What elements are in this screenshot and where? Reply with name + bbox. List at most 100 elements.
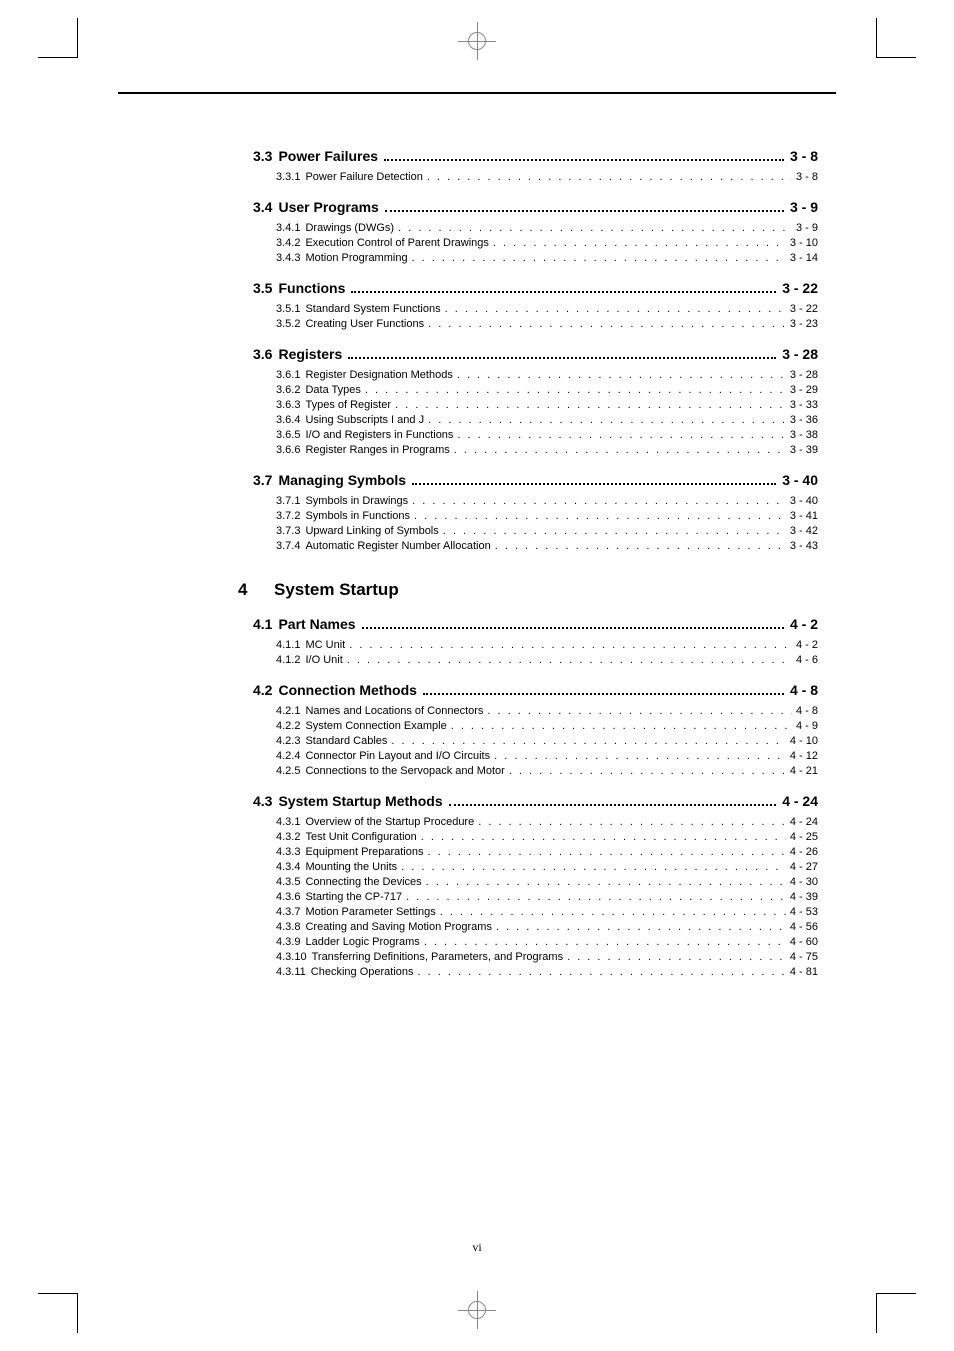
leader-dots: . . . . . . . . . . . . . . . . . . . . …: [401, 861, 786, 872]
subsection-page: 3 - 29: [790, 384, 818, 396]
toc-section: 3.4 User Programs 3 - 9: [253, 199, 818, 215]
toc-subsection: 4.3.10 Transferring Definitions, Paramet…: [276, 951, 818, 963]
subsection-number: 3.7.2: [276, 510, 300, 522]
subsection-title: Register Designation Methods: [305, 369, 452, 381]
registration-mark-top: [466, 30, 488, 52]
subsection-page: 4 - 53: [790, 906, 818, 918]
toc-subsection: 4.2.2 System Connection Example . . . . …: [276, 720, 818, 732]
toc-subsection: 4.1.2 I/O Unit . . . . . . . . . . . . .…: [276, 654, 818, 666]
subsection-title: Power Failure Detection: [305, 171, 422, 183]
subsection-page: 4 - 10: [790, 735, 818, 747]
leader-dots: . . . . . . . . . . . . . . . . . . . . …: [457, 429, 785, 440]
section-number: 3.5: [253, 280, 272, 296]
toc-section: 4.2 Connection Methods 4 - 8: [253, 682, 818, 698]
subsection-title: MC Unit: [305, 639, 345, 651]
subsection-title: Upward Linking of Symbols: [305, 525, 438, 537]
leader-dots: [423, 693, 784, 695]
subsection-page: 3 - 14: [790, 252, 818, 264]
subsection-title: System Connection Example: [305, 720, 446, 732]
section-number: 3.3: [253, 148, 272, 164]
leader-dots: . . . . . . . . . . . . . . . . . . . . …: [365, 384, 786, 395]
subsection-title: Execution Control of Parent Drawings: [305, 237, 488, 249]
toc-subsection: 3.7.3 Upward Linking of Symbols . . . . …: [276, 525, 818, 537]
toc-subsection: 4.2.3 Standard Cables . . . . . . . . . …: [276, 735, 818, 747]
subsection-title: I/O and Registers in Functions: [305, 429, 453, 441]
subsection-title: Symbols in Drawings: [305, 495, 408, 507]
subsection-number: 3.7.1: [276, 495, 300, 507]
subsection-number: 3.4.3: [276, 252, 300, 264]
section-title: System Startup Methods: [278, 793, 442, 809]
leader-dots: . . . . . . . . . . . . . . . . . . . . …: [478, 816, 786, 827]
subsection-page: 4 - 60: [790, 936, 818, 948]
leader-dots: [385, 210, 784, 212]
leader-dots: . . . . . . . . . . . . . . . . . . . . …: [443, 525, 786, 536]
chapter-title: System Startup: [274, 580, 399, 600]
toc-section: 3.5 Functions 3 - 22: [253, 280, 818, 296]
subsection-title: Overview of the Startup Procedure: [305, 816, 474, 828]
page-content: 3.3 Power Failures 3 - 8 3.3.1 Power Fai…: [118, 92, 836, 1259]
subsection-title: Symbols in Functions: [305, 510, 410, 522]
toc-section: 3.3 Power Failures 3 - 8: [253, 148, 818, 164]
leader-dots: [449, 804, 777, 806]
toc-subsection: 3.3.1 Power Failure Detection . . . . . …: [276, 171, 818, 183]
subsection-page: 3 - 39: [790, 444, 818, 456]
leader-dots: . . . . . . . . . . . . . . . . . . . . …: [395, 399, 786, 410]
subsection-title: Creating and Saving Motion Programs: [305, 921, 491, 933]
subsection-page: 4 - 30: [790, 876, 818, 888]
section-number: 4.3: [253, 793, 272, 809]
toc-subsection: 4.3.2 Test Unit Configuration . . . . . …: [276, 831, 818, 843]
crop-mark-tl: [38, 18, 78, 58]
toc-subsection: 4.3.8 Creating and Saving Motion Program…: [276, 921, 818, 933]
subsection-page: 4 - 12: [790, 750, 818, 762]
leader-dots: [412, 483, 776, 485]
leader-dots: . . . . . . . . . . . . . . . . . . . . …: [428, 414, 786, 425]
subsection-number: 4.3.7: [276, 906, 300, 918]
subsection-title: Register Ranges in Programs: [305, 444, 449, 456]
leader-dots: [384, 159, 784, 161]
subsection-page: 3 - 33: [790, 399, 818, 411]
subsection-title: Creating User Functions: [305, 318, 424, 330]
subsection-page: 3 - 41: [790, 510, 818, 522]
leader-dots: . . . . . . . . . . . . . . . . . . . . …: [414, 510, 786, 521]
subsection-number: 4.2.4: [276, 750, 300, 762]
subsection-page: 3 - 9: [796, 222, 818, 234]
section-page: 4 - 2: [790, 616, 818, 632]
leader-dots: . . . . . . . . . . . . . . . . . . . . …: [496, 921, 786, 932]
leader-dots: . . . . . . . . . . . . . . . . . . . . …: [406, 891, 786, 902]
leader-dots: [362, 627, 784, 629]
toc-section: 3.7 Managing Symbols 3 - 40: [253, 472, 818, 488]
toc-subsection: 4.3.7 Motion Parameter Settings . . . . …: [276, 906, 818, 918]
subsection-number: 3.7.4: [276, 540, 300, 552]
crop-mark-br: [876, 1293, 916, 1333]
toc-subsection: 4.2.1 Names and Locations of Connectors …: [276, 705, 818, 717]
leader-dots: . . . . . . . . . . . . . . . . . . . . …: [427, 171, 792, 182]
subsection-number: 4.3.10: [276, 951, 307, 963]
section-page: 3 - 9: [790, 199, 818, 215]
subsection-page: 4 - 2: [796, 639, 818, 651]
subsection-page: 4 - 24: [790, 816, 818, 828]
toc-subsection: 3.6.4 Using Subscripts I and J . . . . .…: [276, 414, 818, 426]
subsection-title: Standard Cables: [305, 735, 387, 747]
leader-dots: [348, 357, 776, 359]
toc-subsection: 4.3.11 Checking Operations . . . . . . .…: [276, 966, 818, 978]
leader-dots: . . . . . . . . . . . . . . . . . . . . …: [418, 966, 786, 977]
subsection-number: 4.2.3: [276, 735, 300, 747]
table-of-contents: 3.3 Power Failures 3 - 8 3.3.1 Power Fai…: [253, 148, 818, 978]
leader-dots: . . . . . . . . . . . . . . . . . . . . …: [427, 846, 785, 857]
section-title: Connection Methods: [278, 682, 416, 698]
subsection-page: 4 - 81: [790, 966, 818, 978]
subsection-title: Motion Programming: [305, 252, 407, 264]
toc-subsection: 4.3.4 Mounting the Units . . . . . . . .…: [276, 861, 818, 873]
subsection-page: 4 - 25: [790, 831, 818, 843]
chapter-number: 4: [238, 580, 274, 600]
subsection-number: 3.4.1: [276, 222, 300, 234]
subsection-page: 3 - 40: [790, 495, 818, 507]
toc-subsection: 4.3.5 Connecting the Devices . . . . . .…: [276, 876, 818, 888]
chapter-heading: 4 System Startup: [238, 580, 818, 600]
subsection-number: 4.1.1: [276, 639, 300, 651]
subsection-title: Types of Register: [305, 399, 391, 411]
leader-dots: . . . . . . . . . . . . . . . . . . . . …: [421, 831, 786, 842]
toc-subsection: 3.6.2 Data Types . . . . . . . . . . . .…: [276, 384, 818, 396]
leader-dots: . . . . . . . . . . . . . . . . . . . . …: [398, 222, 792, 233]
leader-dots: . . . . . . . . . . . . . . . . . . . . …: [412, 252, 786, 263]
